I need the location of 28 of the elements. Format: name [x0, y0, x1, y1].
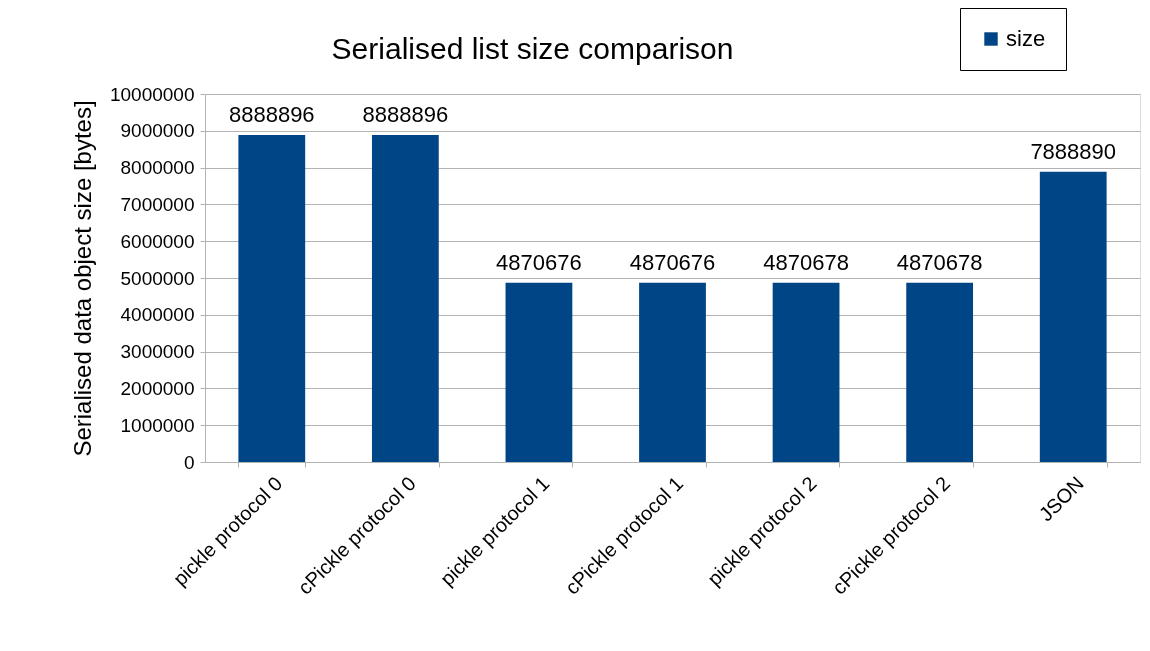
bar: [906, 282, 974, 462]
legend-label: size: [1006, 26, 1046, 51]
y-axis-title: Serialised data object size [bytes]: [68, 100, 96, 457]
y-tick-label: 6000000: [120, 230, 195, 252]
y-tick-label: 2000000: [120, 377, 195, 399]
bar: [238, 134, 306, 462]
y-tick-label: 4000000: [120, 304, 195, 326]
bar: [371, 134, 439, 462]
y-tick-label: 3000000: [120, 341, 195, 363]
data-label: 4870678: [896, 249, 983, 275]
data-label: 4870678: [763, 249, 849, 275]
data-label: 4870676: [629, 249, 716, 275]
y-tick-label: 7000000: [120, 193, 195, 215]
data-label: 7888890: [1030, 138, 1117, 164]
y-tick-label: 9000000: [120, 120, 195, 142]
bar: [639, 282, 706, 462]
y-tick-label: 10000000: [109, 83, 195, 105]
data-label: 8888896: [362, 101, 449, 127]
y-tick-label: 1000000: [120, 414, 195, 436]
data-label: 8888896: [228, 101, 315, 127]
y-tick-label: 0: [183, 451, 195, 473]
bar: [505, 282, 573, 462]
data-label: 4870676: [496, 249, 582, 275]
y-tick-label: 5000000: [120, 267, 195, 289]
bar: [1039, 171, 1107, 462]
chart-title: Serialised list size comparison: [331, 32, 734, 65]
bar: [772, 282, 840, 462]
y-tick-label: 8000000: [120, 157, 195, 179]
